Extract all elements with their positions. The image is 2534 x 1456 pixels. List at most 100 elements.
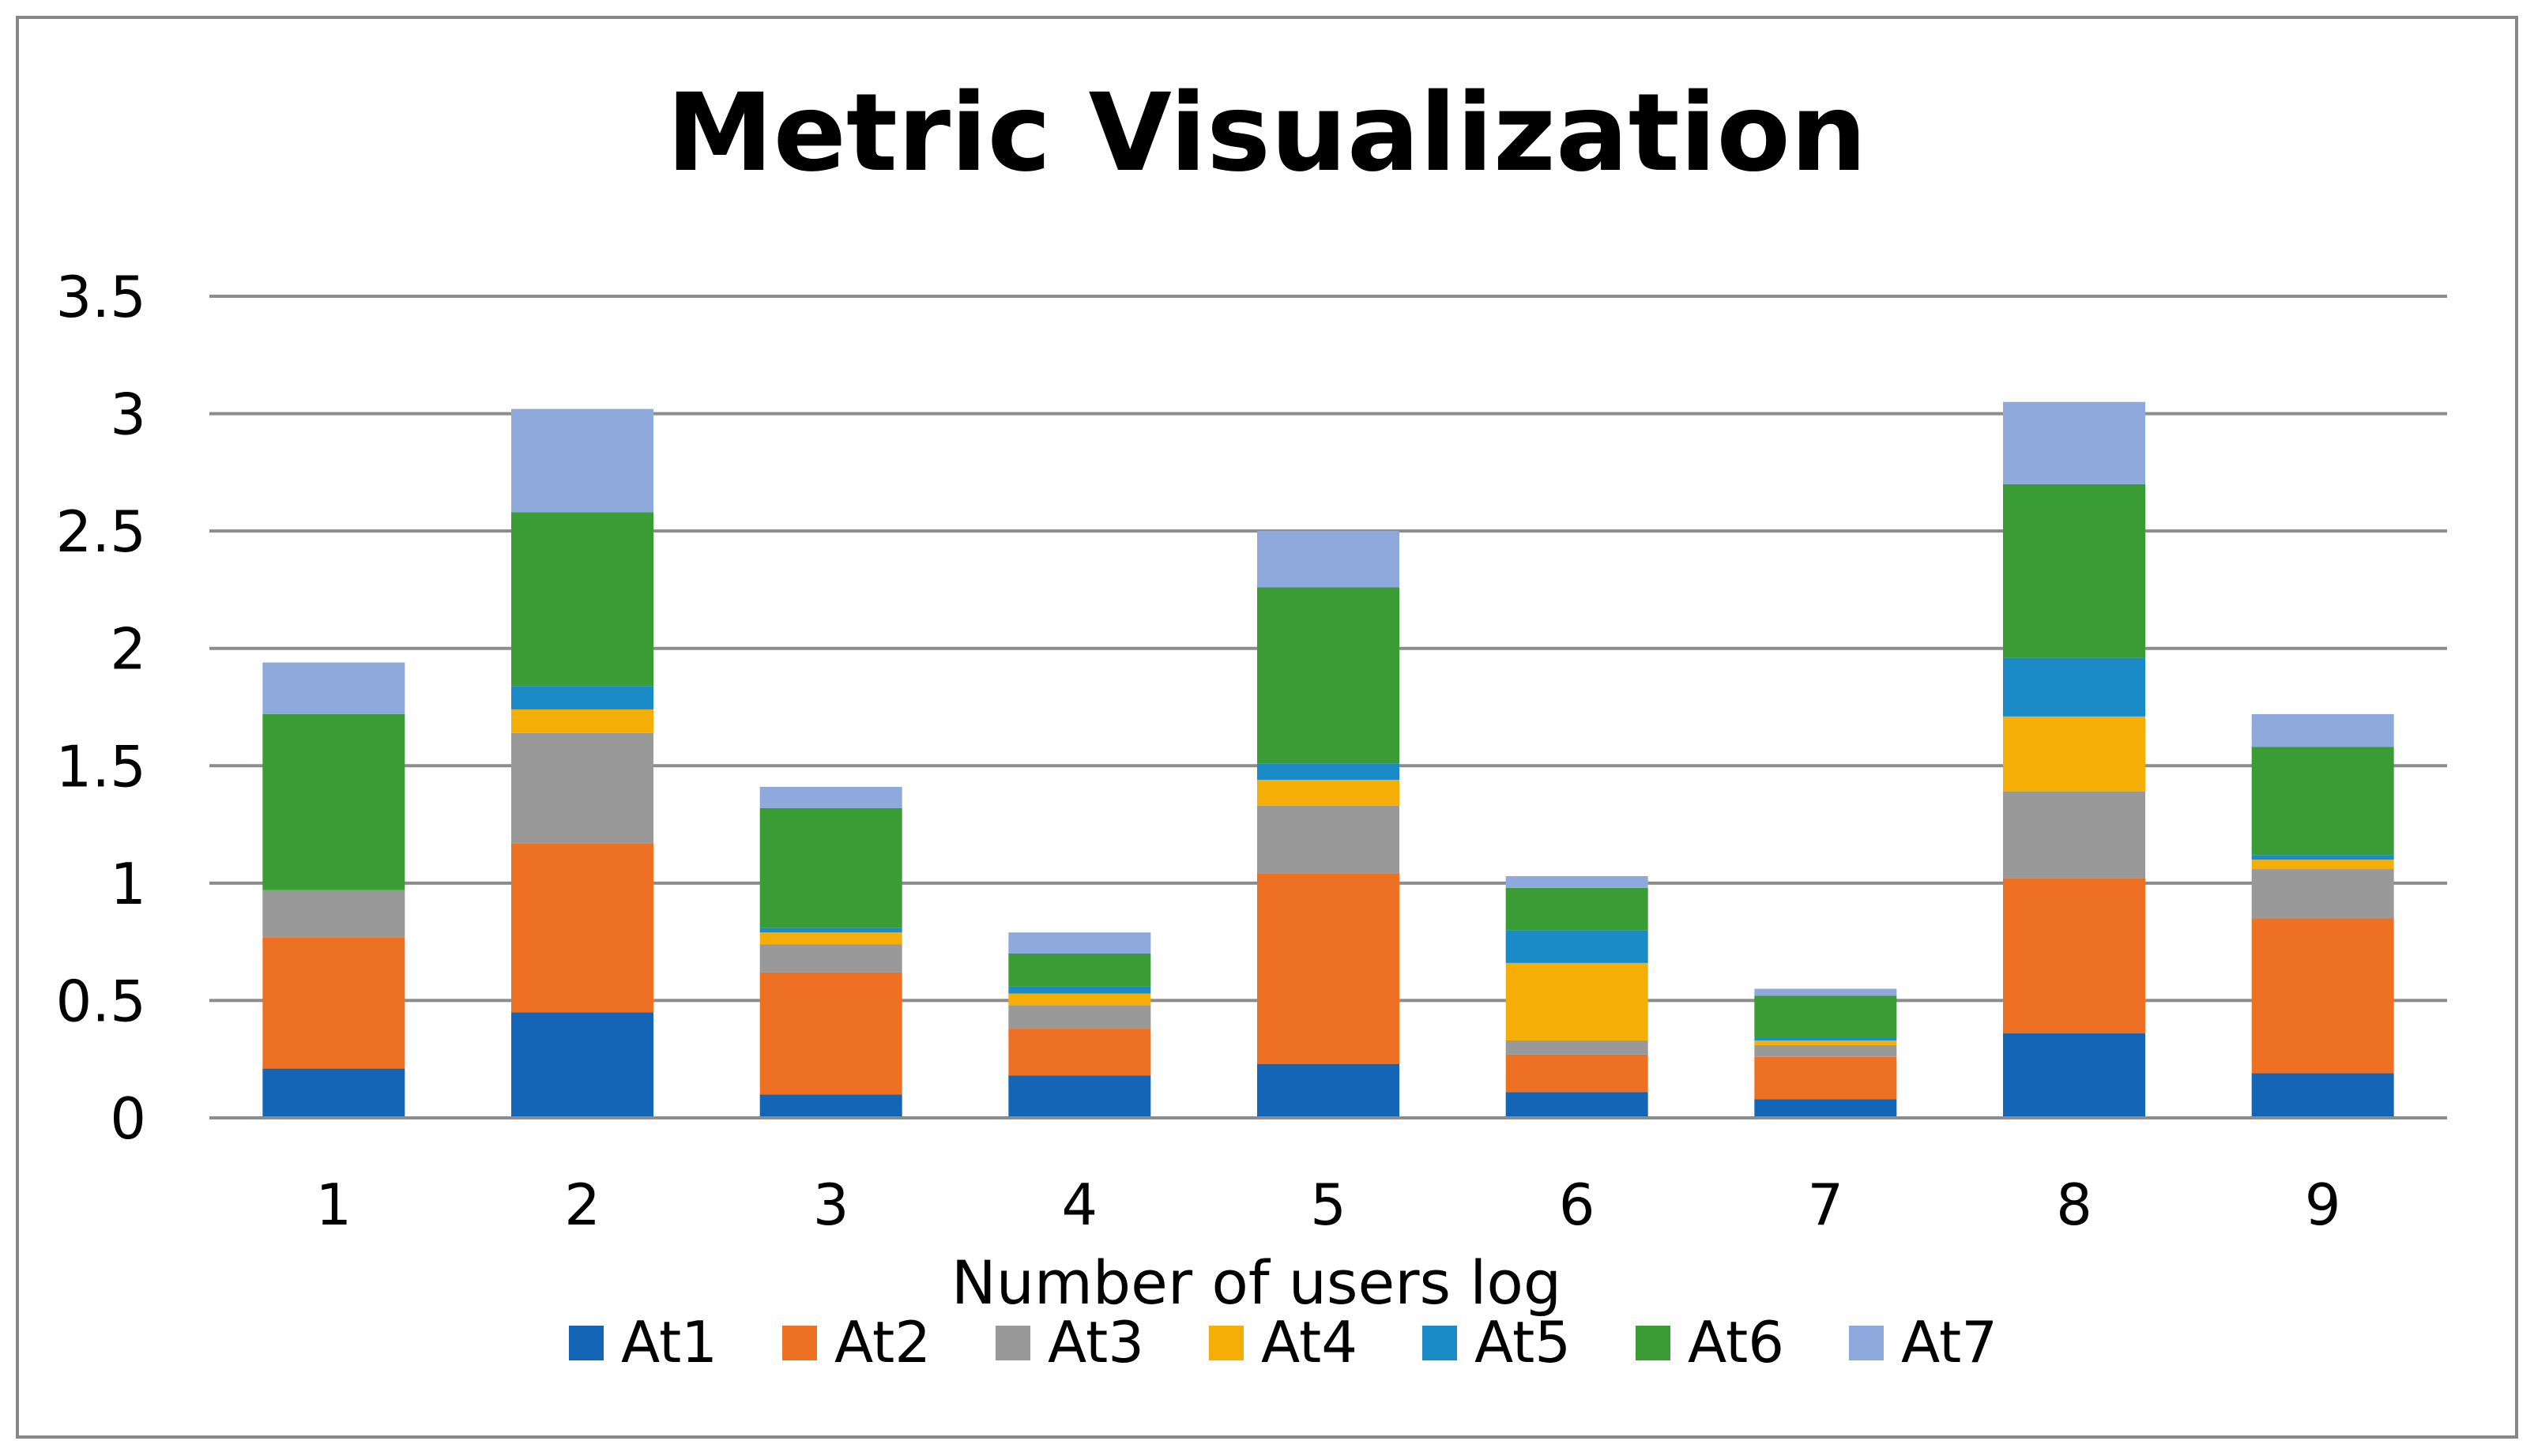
x-axis-title: Number of users log <box>951 1247 1561 1318</box>
bar-segment-at3-9 <box>2251 869 2394 919</box>
bar-segment-at7-5 <box>1257 531 1399 588</box>
bar-segment-at7-1 <box>262 662 405 714</box>
bar-segment-at3-3 <box>759 944 902 973</box>
bar-segment-at6-9 <box>2251 747 2394 856</box>
x-tick-label: 5 <box>1310 1172 1346 1238</box>
bar-segment-at6-6 <box>1505 887 1648 931</box>
bar-segment-at3-4 <box>1008 1005 1151 1029</box>
x-tick-label: 4 <box>1061 1172 1098 1238</box>
bar-segment-at4-5 <box>1257 780 1399 806</box>
x-tick-label: 1 <box>315 1172 352 1238</box>
y-tick-label: 1 <box>110 851 146 917</box>
x-axis-ticks: 1 2 3 4 5 6 7 8 9 <box>315 1172 2340 1238</box>
bar-segment-at7-7 <box>1754 988 1897 996</box>
legend-label-at6: At6 <box>1688 1309 1784 1375</box>
bar-segment-at1-8 <box>2003 1033 2145 1118</box>
bar-segment-at2-6 <box>1505 1054 1648 1093</box>
y-tick-label: 2 <box>110 616 146 683</box>
bar-segment-at7-2 <box>511 408 653 513</box>
x-tick-label: 9 <box>2305 1172 2341 1238</box>
bar-segment-at2-8 <box>2003 878 2145 1034</box>
y-tick-label: 3 <box>110 382 146 448</box>
legend-label-at3: At3 <box>1048 1309 1144 1375</box>
bar-segment-at4-2 <box>511 709 653 733</box>
legend-label-at5: At5 <box>1474 1309 1571 1375</box>
bar-segment-at4-4 <box>1008 993 1151 1006</box>
bar-segment-at2-4 <box>1008 1029 1151 1076</box>
bar-segment-at5-3 <box>759 927 902 933</box>
bar-segment-at5-5 <box>1257 763 1399 781</box>
bar-segment-at3-8 <box>2003 791 2145 878</box>
legend-swatch-at7 <box>1849 1326 1884 1360</box>
bar-segment-at4-6 <box>1505 962 1648 1040</box>
bar-segment-at6-2 <box>511 512 653 687</box>
bar-segment-at6-5 <box>1257 587 1399 764</box>
y-tick-label: 0.5 <box>55 968 146 1034</box>
bar-segment-at4-8 <box>2003 716 2145 792</box>
y-tick-label: 1.5 <box>55 733 146 799</box>
bar-segment-at7-8 <box>2003 401 2145 484</box>
bar-segment-at3-1 <box>262 890 405 938</box>
bar-segment-at1-5 <box>1257 1063 1399 1118</box>
bar-segment-at2-7 <box>1754 1056 1897 1100</box>
legend-swatch-at5 <box>1422 1326 1457 1360</box>
bar-segment-at4-3 <box>759 932 902 945</box>
bar-segment-at7-4 <box>1008 932 1151 954</box>
bar-segment-at7-9 <box>2251 713 2394 747</box>
bar-segment-at2-9 <box>2251 918 2394 1074</box>
x-tick-label: 7 <box>1807 1172 1843 1238</box>
x-tick-label: 3 <box>813 1172 849 1238</box>
bar-segment-at6-8 <box>2003 483 2145 658</box>
y-tick-label: 2.5 <box>55 499 146 565</box>
bar-segment-at5-8 <box>2003 657 2145 717</box>
chart-title: Metric Visualization <box>666 71 1866 196</box>
bar-segment-at1-2 <box>511 1012 653 1118</box>
bar-segment-at5-4 <box>1008 986 1151 994</box>
bar-segment-at6-1 <box>262 713 405 890</box>
bar-segment-at3-5 <box>1257 805 1399 874</box>
legend-swatch-at4 <box>1209 1326 1244 1360</box>
bar-segment-at3-6 <box>1505 1040 1648 1055</box>
bar-segment-at2-5 <box>1257 873 1399 1064</box>
legend-swatch-at2 <box>782 1326 817 1360</box>
legend-swatch-at6 <box>1636 1326 1670 1360</box>
bar-segment-at3-7 <box>1754 1044 1897 1057</box>
bar-segment-at6-3 <box>759 807 902 928</box>
bars <box>209 401 2447 1119</box>
bar-segment-at6-4 <box>1008 954 1151 987</box>
bar-segment-at2-2 <box>511 843 653 1013</box>
legend: At1 At2 At3 At4 At5 At6 At7 <box>569 1309 1997 1375</box>
bar-segment-at1-3 <box>759 1094 902 1118</box>
bar-segment-at5-6 <box>1505 930 1648 963</box>
bar-segment-at3-2 <box>511 732 653 844</box>
bar-segment-at1-7 <box>1754 1099 1897 1118</box>
bar-segment-at1-6 <box>1505 1092 1648 1118</box>
bar-segment-at2-1 <box>262 937 405 1069</box>
bar-segment-at4-7 <box>1754 1040 1897 1045</box>
x-tick-label: 2 <box>564 1172 601 1238</box>
legend-label-at7: At7 <box>1901 1309 1997 1375</box>
bar-segment-at6-7 <box>1754 995 1897 1038</box>
bar-segment-at1-1 <box>262 1068 405 1118</box>
bar-segment-at1-9 <box>2251 1073 2394 1118</box>
legend-label-at2: At2 <box>834 1309 931 1375</box>
y-axis-ticks: 0 0.5 1 1.5 2 2.5 3 3.5 <box>55 264 146 1152</box>
bar-segment-at2-3 <box>759 972 902 1095</box>
x-tick-label: 8 <box>2056 1172 2092 1238</box>
legend-label-at1: At1 <box>621 1309 717 1375</box>
bar-segment-at7-3 <box>759 787 902 808</box>
legend-swatch-at1 <box>569 1326 604 1360</box>
y-tick-label: 3.5 <box>55 264 146 330</box>
bar-segment-at5-7 <box>1754 1037 1897 1040</box>
bar-segment-at5-9 <box>2251 855 2394 860</box>
bar-segment-at7-6 <box>1505 875 1648 888</box>
x-tick-label: 6 <box>1559 1172 1595 1238</box>
bar-segment-at5-2 <box>511 686 653 709</box>
legend-swatch-at3 <box>996 1326 1030 1360</box>
bar-segment-at4-9 <box>2251 860 2394 870</box>
y-tick-label: 0 <box>110 1085 146 1152</box>
legend-label-at4: At4 <box>1261 1309 1357 1375</box>
bar-segment-at1-4 <box>1008 1075 1151 1118</box>
